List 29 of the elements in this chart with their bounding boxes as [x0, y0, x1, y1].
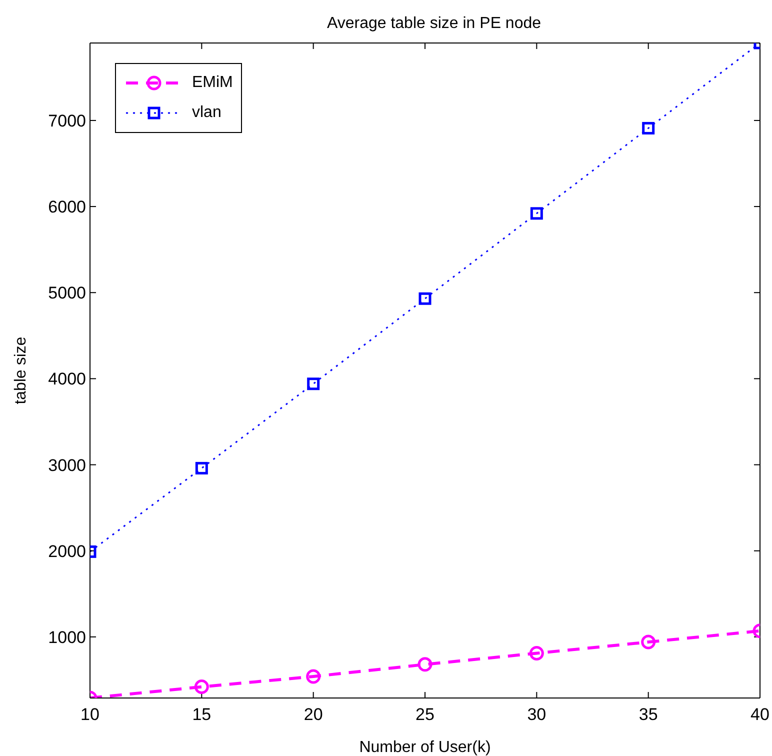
x-tick-label: 30 — [527, 705, 546, 724]
x-tick-label: 35 — [638, 705, 658, 724]
x-axis-title: Number of User(k) — [359, 739, 491, 756]
legend-label: vlan — [192, 104, 222, 122]
x-tick-label: 20 — [304, 705, 323, 724]
point — [641, 634, 656, 650]
point — [307, 378, 320, 390]
y-tick-label: 5000 — [48, 284, 86, 303]
point — [306, 669, 321, 684]
point — [418, 292, 432, 305]
point — [195, 462, 208, 474]
y-tick-label: 3000 — [48, 456, 86, 475]
point — [418, 657, 432, 672]
point — [194, 680, 209, 694]
x-tick-label: 10 — [80, 705, 100, 724]
y-axis-title: table size — [12, 336, 30, 404]
y-tick-label: 4000 — [48, 370, 86, 389]
point — [530, 207, 543, 220]
point — [642, 122, 655, 134]
y-tick-label: 2000 — [48, 542, 86, 561]
chart-title: Average table size in PE node — [326, 15, 542, 32]
x-tick-label: 15 — [192, 705, 212, 724]
y-tick-label: 7000 — [48, 112, 86, 130]
y-tick-label: 1000 — [48, 628, 86, 647]
x-tick-label: 25 — [416, 705, 434, 724]
point — [529, 646, 544, 660]
x-tick-label: 40 — [750, 705, 770, 724]
legend-label: EMiM — [192, 74, 233, 92]
y-tick-label: 6000 — [48, 198, 86, 217]
